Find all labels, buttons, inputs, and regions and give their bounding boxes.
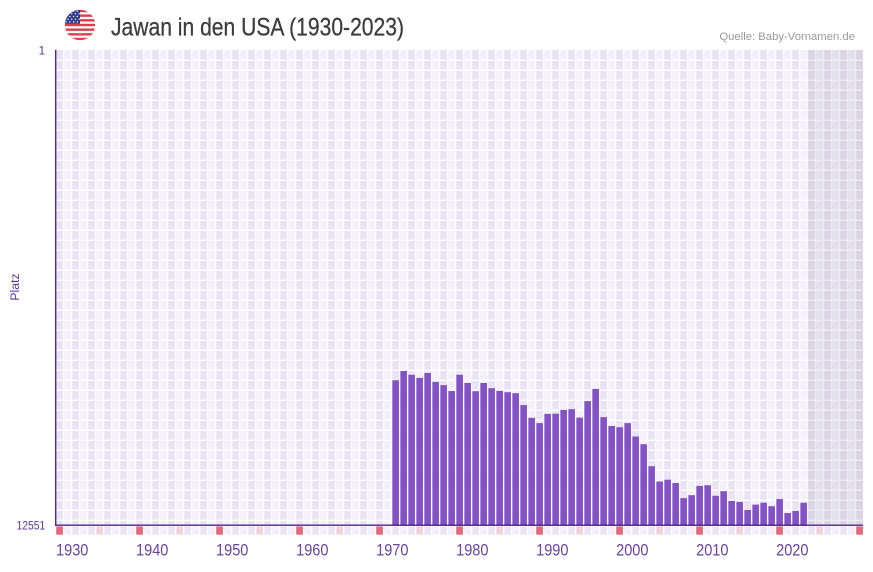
svg-text:1980: 1980 — [456, 542, 488, 560]
svg-text:1990: 1990 — [536, 542, 568, 560]
svg-text:1950: 1950 — [216, 542, 248, 560]
svg-text:1940: 1940 — [136, 542, 168, 560]
svg-text:1960: 1960 — [296, 542, 328, 560]
svg-text:2010: 2010 — [696, 542, 728, 560]
svg-text:12551: 12551 — [17, 519, 46, 532]
svg-text:Quelle: Baby-Vornamen.de: Quelle: Baby-Vornamen.de — [719, 31, 855, 43]
svg-text:2000: 2000 — [616, 542, 648, 560]
svg-text:1970: 1970 — [376, 542, 408, 560]
svg-text:1930: 1930 — [56, 542, 88, 560]
svg-text:1: 1 — [39, 44, 46, 57]
svg-text:Platz: Platz — [8, 273, 22, 300]
svg-text:2020: 2020 — [776, 542, 808, 560]
svg-text:Jawan in den USA (1930-2023): Jawan in den USA (1930-2023) — [111, 14, 404, 42]
